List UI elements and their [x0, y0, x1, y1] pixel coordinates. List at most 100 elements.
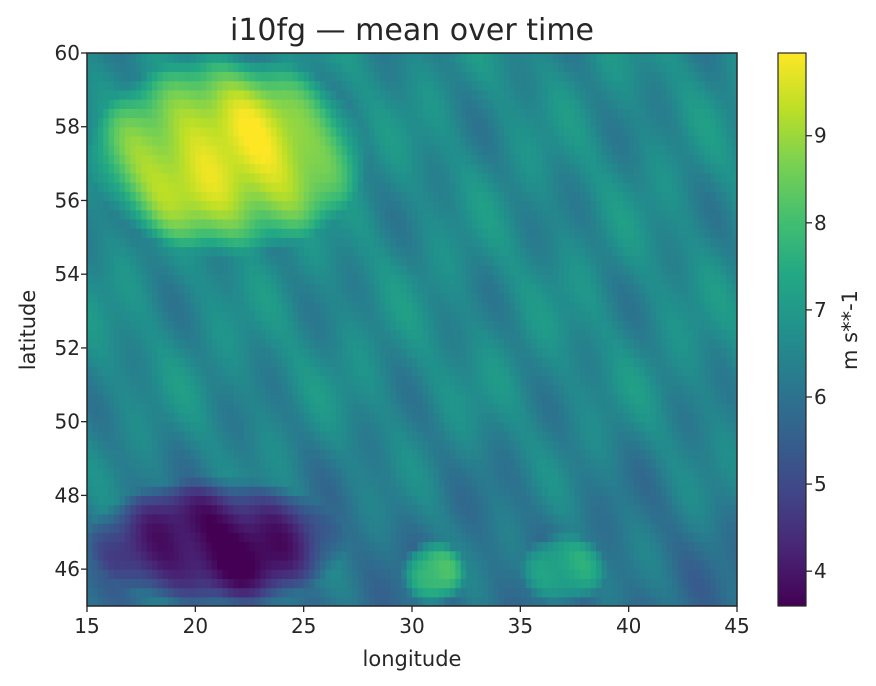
heat-cell [271, 596, 278, 606]
heat-cell [352, 311, 359, 321]
heat-cell [173, 311, 180, 321]
heat-cell [482, 264, 489, 275]
heat-cell [222, 274, 229, 285]
heat-cell [585, 569, 592, 579]
heat-cell [617, 440, 624, 450]
heat-cell [211, 430, 218, 441]
heat-cell [672, 587, 679, 598]
heat-cell [379, 504, 386, 515]
heat-cell [428, 329, 435, 340]
heat-cell [103, 440, 110, 450]
heat-cell [319, 596, 326, 606]
heat-cell [493, 292, 500, 303]
heat-cell [325, 403, 332, 414]
heat-cell [287, 228, 294, 238]
heat-cell [233, 357, 240, 367]
heat-cell [520, 486, 527, 496]
heat-cell [482, 347, 489, 358]
heat-cell [325, 320, 332, 331]
heat-cell [406, 495, 413, 506]
heat-cell [601, 357, 608, 367]
heat-cell [282, 449, 289, 460]
heat-cell [141, 513, 148, 524]
heat-cell [428, 274, 435, 285]
heat-cell [655, 347, 662, 358]
heat-cell [206, 467, 213, 478]
heat-cell [672, 375, 679, 386]
heat-cell [650, 587, 657, 598]
heat-cell [227, 578, 234, 589]
heat-cell [130, 440, 137, 450]
heat-cell [487, 587, 494, 598]
heat-cell [422, 596, 429, 606]
heat-cell [720, 523, 727, 533]
heat-cell [244, 375, 251, 386]
heat-cell [314, 292, 321, 303]
heat-cell [211, 228, 218, 238]
heat-cell [92, 523, 99, 533]
heat-cell [200, 403, 207, 414]
heat-cell [699, 458, 706, 469]
heat-cell [298, 283, 305, 294]
heat-cell [108, 366, 115, 377]
heat-cell [558, 394, 565, 404]
heat-cell [406, 384, 413, 395]
heat-cell [195, 228, 202, 238]
heat-cell [585, 320, 592, 331]
heat-cell [623, 587, 630, 598]
heat-cell [704, 476, 711, 487]
heat-cell [254, 523, 261, 533]
heat-cell [449, 283, 456, 294]
heat-cell [726, 578, 733, 589]
heat-cell [579, 486, 586, 496]
heat-cell [114, 218, 121, 229]
heat-cell [520, 246, 527, 257]
heat-cell [352, 329, 359, 340]
heat-cell [92, 476, 99, 487]
heat-cell [395, 283, 402, 294]
heat-cell [336, 523, 343, 533]
heat-cell [444, 550, 451, 561]
heat-cell [547, 449, 554, 460]
heat-cell [195, 301, 202, 312]
heat-cell [319, 329, 326, 340]
heat-cell [699, 329, 706, 340]
heat-cell [585, 587, 592, 598]
heat-cell [455, 569, 462, 579]
heat-cell [487, 541, 494, 552]
heat-cell [601, 403, 608, 414]
heat-cell [303, 467, 310, 478]
heat-cell [477, 264, 484, 275]
heat-cell [157, 255, 164, 266]
heat-cell [693, 366, 700, 377]
heat-cell [336, 587, 343, 598]
heat-cell [347, 449, 354, 460]
heat-cell [179, 246, 186, 257]
heat-cell [422, 532, 429, 543]
heat-cell [244, 403, 251, 414]
heat-cell [699, 246, 706, 257]
heat-cell [688, 550, 695, 561]
heat-cell [569, 412, 576, 423]
heat-cell [617, 292, 624, 303]
heat-cell [579, 347, 586, 358]
heat-cell [374, 550, 381, 561]
heat-cell [363, 449, 370, 460]
heat-cell [455, 218, 462, 229]
heat-cell [222, 384, 229, 395]
heat-cell [357, 292, 364, 303]
heat-cell [628, 357, 635, 367]
heat-cell [368, 476, 375, 487]
heat-cell [542, 394, 549, 404]
heat-cell [157, 246, 164, 257]
heat-cell [644, 430, 651, 441]
heat-cell [574, 559, 581, 570]
heat-cell [336, 375, 343, 386]
heat-cell [563, 357, 570, 367]
heat-cell [341, 228, 348, 238]
heat-cell [130, 255, 137, 266]
heat-cell [688, 283, 695, 294]
heat-cell [141, 264, 148, 275]
heat-cell [617, 578, 624, 589]
heat-cell [715, 228, 722, 238]
